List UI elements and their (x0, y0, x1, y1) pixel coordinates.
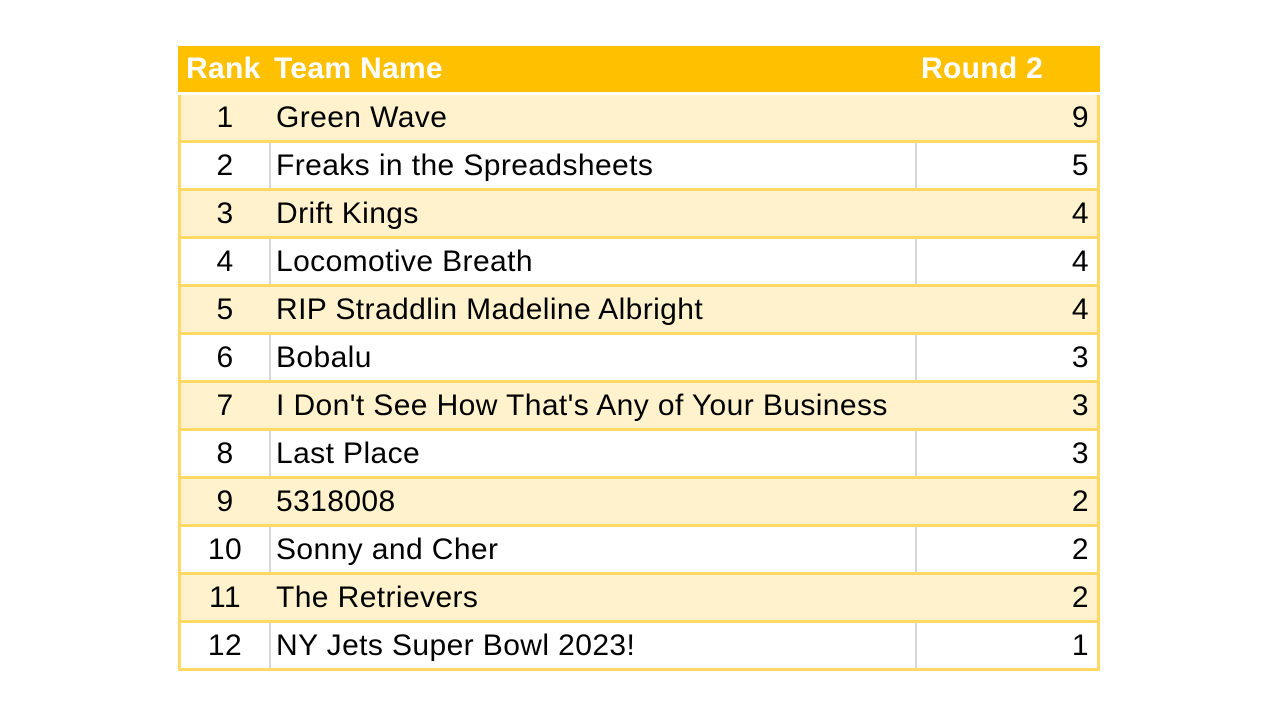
table-row: 10 Sonny and Cher 2 (178, 527, 1100, 575)
rank-cell: 4 (216, 244, 234, 278)
rank-cell: 11 (209, 580, 241, 614)
score-cell: 4 (1071, 196, 1089, 230)
rank-cell: 5 (216, 292, 234, 326)
rank-cell: 12 (207, 628, 243, 662)
team-name-cell: Green Wave (276, 100, 448, 134)
rank-cell: 10 (207, 532, 243, 566)
table-row: 8 Last Place 3 (178, 431, 1100, 479)
team-name-cell: I Don't See How That's Any of Your Busin… (276, 388, 888, 422)
column-header-team-name: Team Name (274, 52, 443, 85)
rank-cell: 2 (216, 148, 234, 182)
score-cell: 3 (1071, 388, 1089, 422)
score-cell: 1 (915, 623, 1097, 668)
team-name-cell: Sonny and Cher (269, 527, 915, 572)
column-header-round-2: Round 2 (921, 52, 1044, 85)
rank-cell: 7 (216, 388, 234, 422)
score-cell: 5 (915, 143, 1097, 188)
rank-cell: 9 (216, 484, 234, 518)
rank-cell: 3 (216, 196, 234, 230)
table-row: 3 Drift Kings 4 (178, 191, 1100, 239)
table-row: 11 The Retrievers 2 (178, 575, 1100, 623)
rank-cell: 1 (216, 100, 234, 134)
team-name-cell: Locomotive Breath (269, 239, 915, 284)
table-row: 12 NY Jets Super Bowl 2023! 1 (178, 623, 1100, 671)
score-cell: 2 (915, 527, 1097, 572)
score-cell: 2 (1071, 484, 1089, 518)
score-cell: 3 (915, 335, 1097, 380)
table-header-row: Rank Team Name Round 2 (178, 46, 1100, 95)
column-header-rank: Rank (186, 52, 261, 85)
table-row: 4 Locomotive Breath 4 (178, 239, 1100, 287)
table-row: 1 Green Wave 9 (178, 95, 1100, 143)
rank-cell: 8 (216, 436, 234, 470)
table-row: 6 Bobalu 3 (178, 335, 1100, 383)
rank-cell: 6 (216, 340, 234, 374)
table-row: 7 I Don't See How That's Any of Your Bus… (178, 383, 1100, 431)
scores-table: Rank Team Name Round 2 1 Green Wave 9 2 … (178, 46, 1100, 671)
team-name-cell: 5318008 (276, 484, 396, 518)
team-name-cell: Bobalu (269, 335, 915, 380)
score-cell: 4 (915, 239, 1097, 284)
table-row: 9 5318008 2 (178, 479, 1100, 527)
score-cell: 2 (1071, 580, 1089, 614)
table-row: 5 RIP Straddlin Madeline Albright 4 (178, 287, 1100, 335)
score-cell: 3 (915, 431, 1097, 476)
team-name-cell: RIP Straddlin Madeline Albright (276, 292, 704, 326)
team-name-cell: Freaks in the Spreadsheets (269, 143, 915, 188)
score-cell: 4 (1071, 292, 1089, 326)
team-name-cell: NY Jets Super Bowl 2023! (269, 623, 915, 668)
score-cell: 9 (1071, 100, 1089, 134)
table-row: 2 Freaks in the Spreadsheets 5 (178, 143, 1100, 191)
team-name-cell: The Retrievers (276, 580, 479, 614)
team-name-cell: Drift Kings (276, 196, 419, 230)
team-name-cell: Last Place (269, 431, 915, 476)
